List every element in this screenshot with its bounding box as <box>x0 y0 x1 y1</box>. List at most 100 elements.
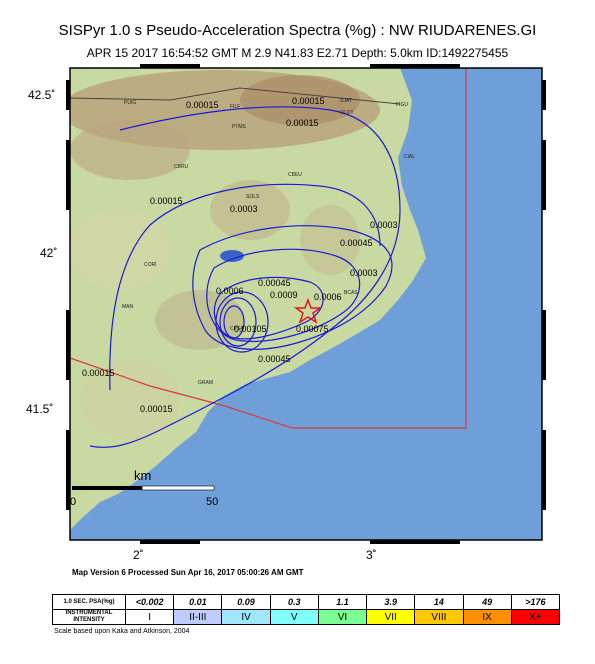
mmi-value: VI <box>317 609 368 625</box>
psa-header: 1.0 SEC. PSA(%g) <box>52 594 126 610</box>
reservoir <box>220 250 244 262</box>
frame-tick-top-1 <box>140 64 200 68</box>
city-label: CBRU <box>174 164 189 170</box>
psa-value: 49 <box>462 594 512 610</box>
border-line <box>70 68 467 429</box>
city-label: CIAL <box>404 154 415 160</box>
city-label: MAN <box>122 304 134 310</box>
contour-label: 0.00045 <box>340 238 373 248</box>
relief-8 <box>80 360 180 440</box>
map-frame <box>69 67 543 541</box>
event-info: APR 15 2017 16:54:52 GMT M 2.9 N41.83 E2… <box>86 46 509 60</box>
lon-label-3: 3˚ <box>366 548 377 562</box>
mmi-header-line2: INTENSITY <box>73 617 105 623</box>
scale-unit: km <box>134 468 151 483</box>
mmi-value: X+ <box>510 609 561 625</box>
psa-value: 0.09 <box>221 594 271 610</box>
psa-value: 14 <box>414 594 464 610</box>
frame-tick-right-4 <box>542 430 546 510</box>
mmi-value: I <box>124 609 175 625</box>
contour-label: 0.00015 <box>150 196 183 206</box>
city-label: FIGU <box>396 102 408 108</box>
contour-label: 0.0006 <box>216 286 244 296</box>
frame-tick-left-4 <box>66 430 70 510</box>
mmi-value: VIII <box>414 609 464 625</box>
psa-value: 3.9 <box>366 594 416 610</box>
map-version: Map Version 6 Processed Sun Apr 16, 2017… <box>72 568 304 577</box>
psa-row: 1.0 SEC. PSA(%g) <0.002 0.01 0.09 0.3 1.… <box>52 594 561 610</box>
frame-tick-right-2 <box>542 140 546 210</box>
relief-2 <box>70 120 190 180</box>
contour-label: 0.0003 <box>230 204 258 214</box>
mmi-header: INSTRUMENTAL INTENSITY <box>52 609 126 625</box>
relief-4 <box>210 180 290 240</box>
mmi-header-line1: INSTRUMENTAL <box>65 610 113 616</box>
lat-label-42: 42˚ <box>40 246 58 260</box>
scale-bar-white <box>141 485 215 491</box>
psa-value: 1.1 <box>317 594 368 610</box>
city-label: OLOT <box>340 110 354 116</box>
relief-6 <box>70 210 170 290</box>
city-label: PTMS <box>232 124 247 130</box>
lat-label-41-5: 41.5˚ <box>26 402 54 416</box>
relief-3 <box>240 75 360 125</box>
contour-label: 0.00015 <box>140 404 173 414</box>
lon-label-2: 2˚ <box>133 548 144 562</box>
intensity-legend: 1.0 SEC. PSA(%g) <0.002 0.01 0.09 0.3 1.… <box>52 594 561 625</box>
contour-00105 <box>223 305 245 339</box>
city-label: CBEU <box>288 172 302 178</box>
map-title: SISPyr 1.0 s Pseudo-Acceleration Spectra… <box>58 22 537 39</box>
contour-label: 0.00045 <box>258 278 291 288</box>
city-label: BCAS <box>344 290 358 296</box>
contour-label: 0.00015 <box>292 96 325 106</box>
frame-tick-top-2 <box>370 64 460 68</box>
psa-value: <0.002 <box>124 594 175 610</box>
relief-5 <box>300 205 360 275</box>
mmi-value: V <box>269 609 319 625</box>
contour-00075 <box>215 291 269 353</box>
frame-tick-bottom-1 <box>140 540 200 544</box>
frame-tick-left-1 <box>66 80 70 110</box>
scale-tick-50: 50 <box>206 496 218 508</box>
scale-bar-black <box>72 486 142 490</box>
contour-label: 0.0003 <box>350 268 378 278</box>
mmi-value: IX <box>462 609 512 625</box>
contour-00015-inner <box>109 183 381 391</box>
mmi-value: VII <box>366 609 416 625</box>
city-label: CORI <box>144 262 157 268</box>
contour-label: 0.00015 <box>186 100 219 110</box>
mmi-row: INSTRUMENTAL INTENSITY I II-III IV V VI V… <box>52 609 561 625</box>
contour-label: 0.0009 <box>270 290 298 300</box>
contour-label: 0.0003 <box>370 220 398 230</box>
contour-label: 0.0006 <box>314 292 342 302</box>
contour-00015 <box>89 106 401 448</box>
city-label: PUIG <box>124 100 136 106</box>
contour-label: 0.00045 <box>258 354 291 364</box>
frame-tick-bottom-2 <box>370 540 460 544</box>
contour-label: 0.00105 <box>234 324 267 334</box>
city-label: SOLS <box>246 194 260 200</box>
contour-00045 <box>206 248 361 342</box>
contour-label: 0.00015 <box>82 368 115 378</box>
frame-tick-left-2 <box>66 140 70 210</box>
frame-tick-left-3 <box>66 310 70 380</box>
epicenter-star <box>293 297 323 324</box>
city-label: CPSA <box>230 326 244 332</box>
city-label: SJAT <box>340 98 352 104</box>
mmi-value: IV <box>221 609 271 625</box>
psa-value: >176 <box>510 594 561 610</box>
lat-label-42-5: 42.5˚ <box>28 88 56 102</box>
contour-label: 0.00015 <box>286 118 319 128</box>
border-line-north <box>70 87 401 105</box>
city-label: FILF <box>230 104 240 110</box>
contour-label: 0.00075 <box>296 324 329 334</box>
frame-tick-right-3 <box>542 310 546 380</box>
city-label: GRAM <box>198 380 213 386</box>
contour-0003 <box>192 225 393 350</box>
scale-note: Scale based upon Kaka and Atkinson, 2004 <box>54 628 190 635</box>
psa-value: 0.3 <box>269 594 319 610</box>
scale-tick-0: 0 <box>70 496 76 508</box>
psa-value: 0.01 <box>173 594 223 610</box>
frame-tick-right-1 <box>542 80 546 110</box>
